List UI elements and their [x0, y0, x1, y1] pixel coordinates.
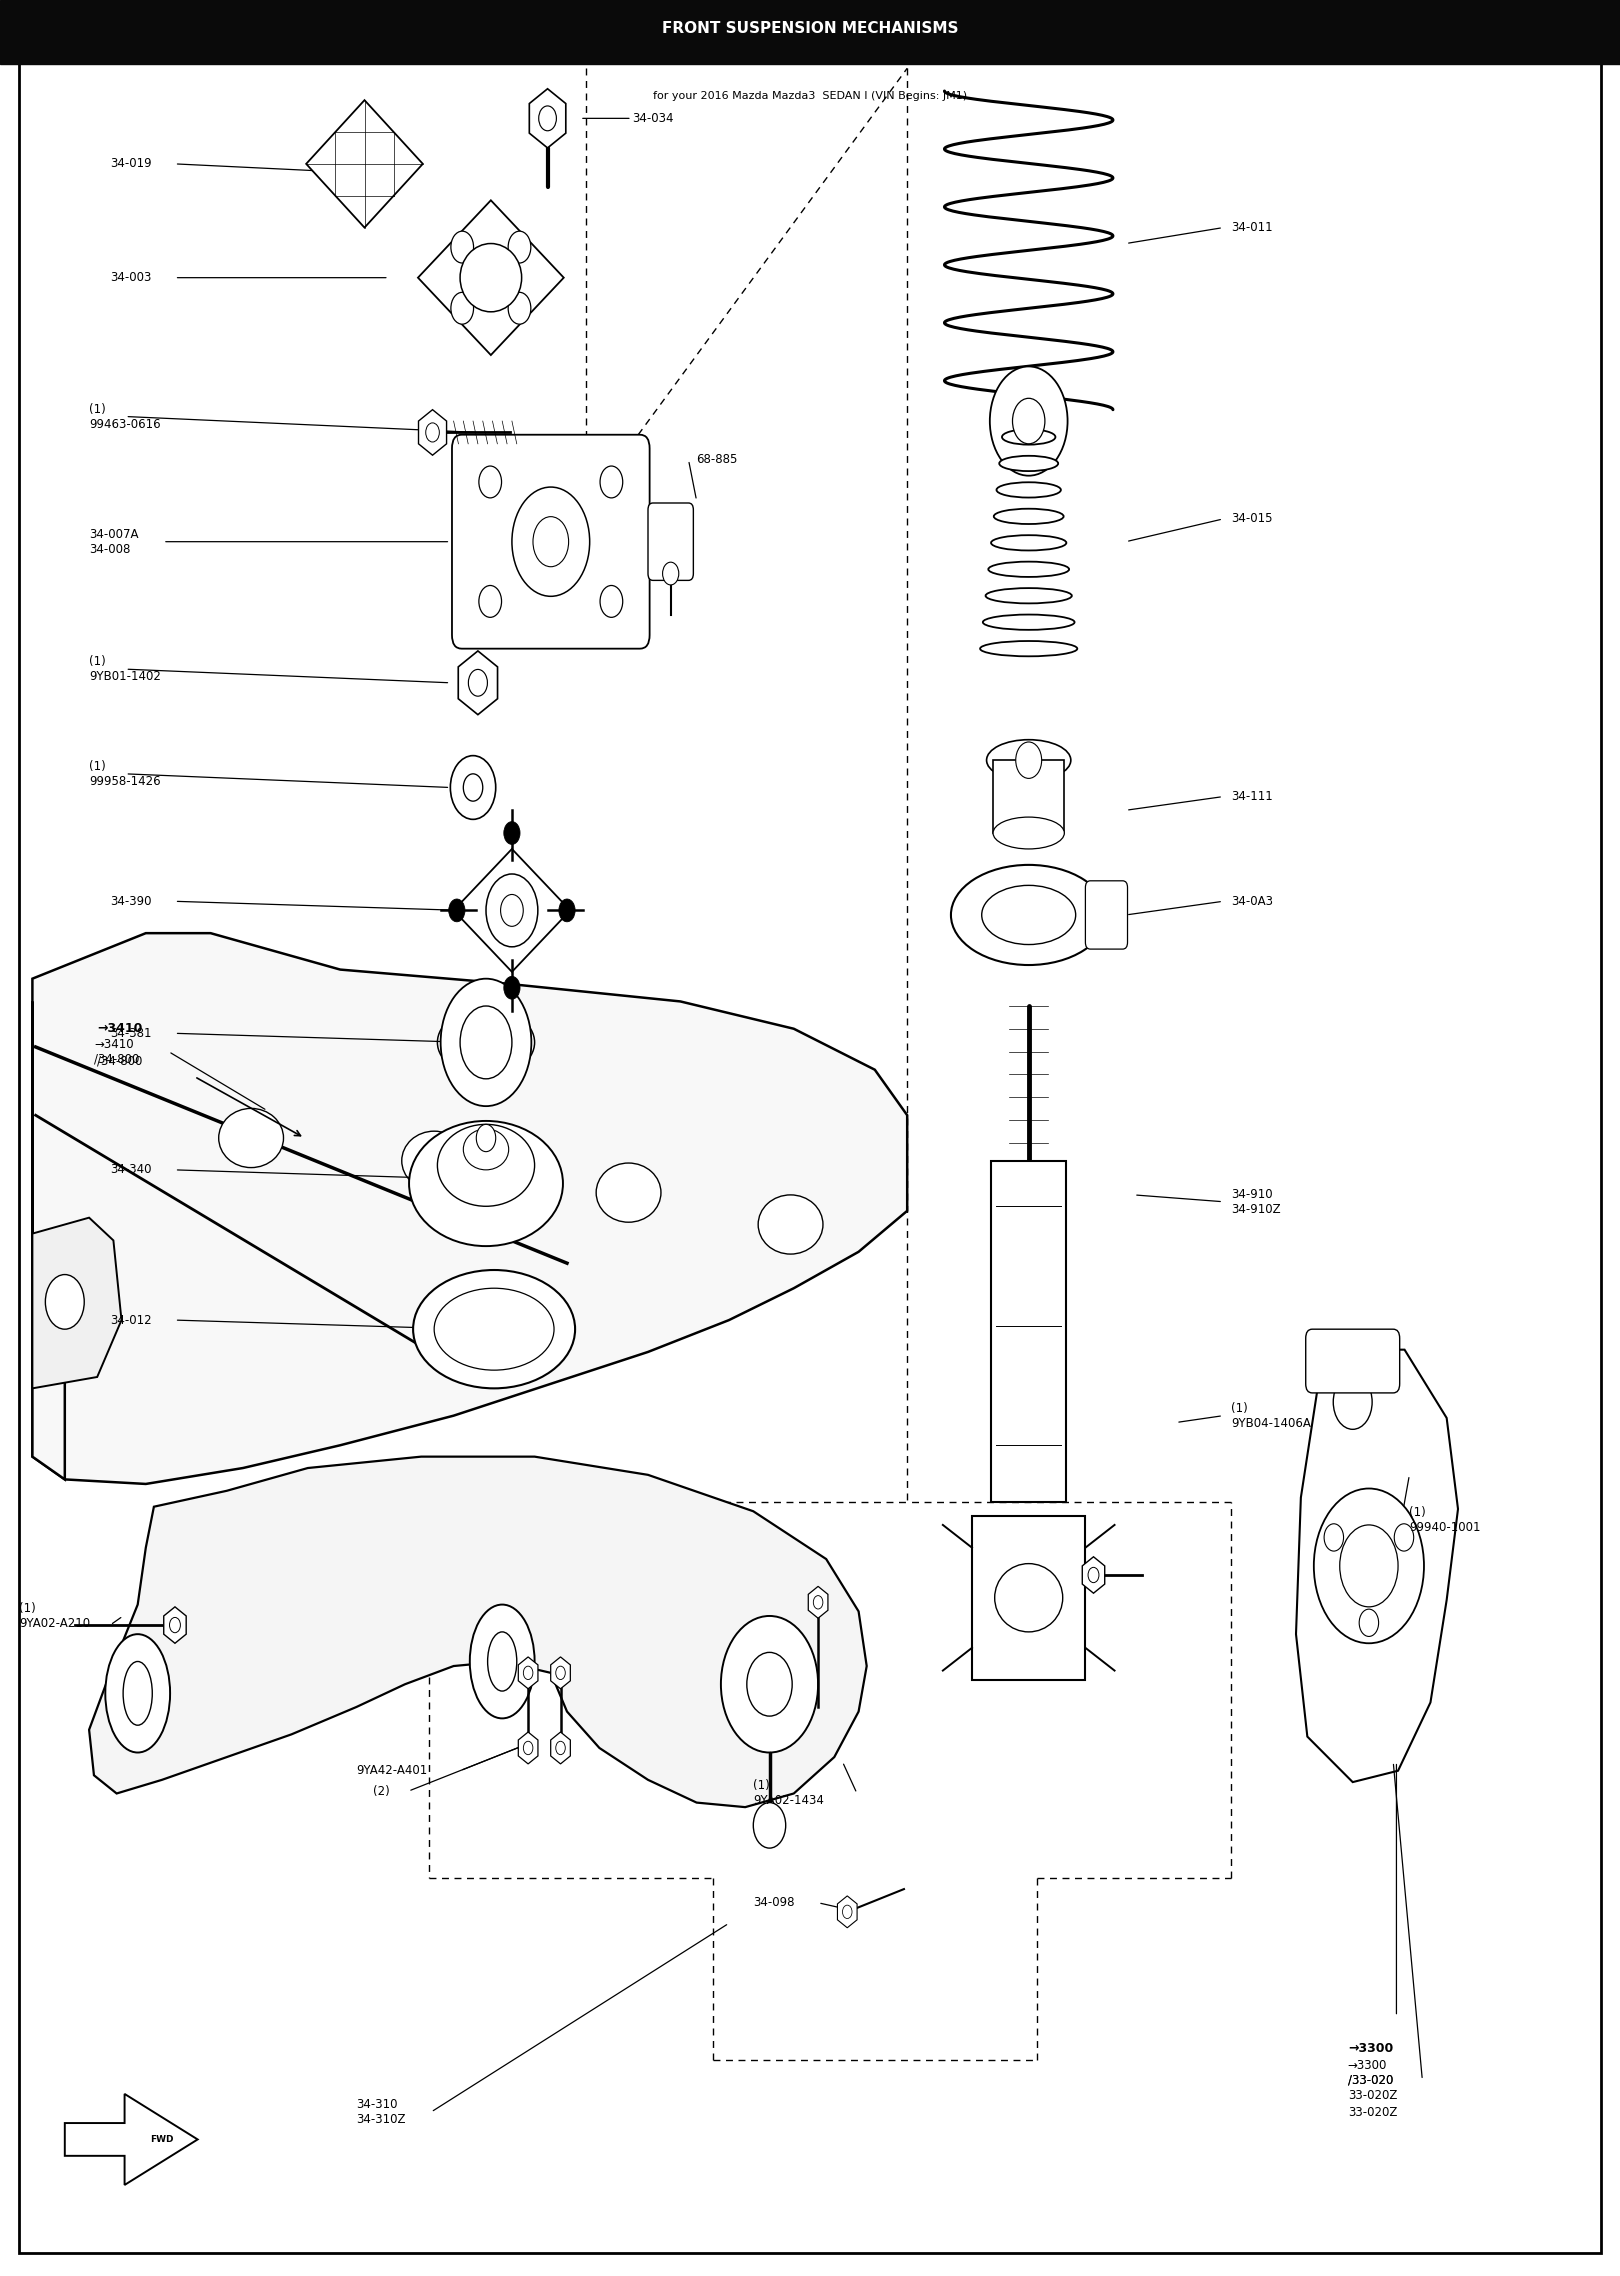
Text: (2): (2)	[373, 1784, 389, 1798]
Polygon shape	[418, 410, 447, 455]
Polygon shape	[551, 1657, 570, 1689]
Text: FRONT SUSPENSION MECHANISMS: FRONT SUSPENSION MECHANISMS	[661, 20, 959, 36]
Text: (1)
9YB01-1402: (1) 9YB01-1402	[89, 655, 160, 683]
Text: 34-0A3: 34-0A3	[1231, 894, 1273, 908]
Circle shape	[1340, 1525, 1398, 1607]
Ellipse shape	[988, 562, 1069, 576]
Ellipse shape	[996, 483, 1061, 498]
Polygon shape	[454, 849, 570, 972]
Ellipse shape	[434, 1288, 554, 1370]
Circle shape	[480, 585, 502, 617]
Ellipse shape	[219, 1108, 284, 1168]
Polygon shape	[518, 1657, 538, 1689]
Text: 34-098: 34-098	[753, 1896, 795, 1910]
Circle shape	[476, 1124, 496, 1152]
Polygon shape	[32, 1218, 122, 1388]
Polygon shape	[1296, 1350, 1458, 1782]
FancyBboxPatch shape	[1085, 881, 1128, 949]
Circle shape	[509, 232, 531, 264]
Bar	[993, 760, 1064, 833]
Circle shape	[512, 487, 590, 596]
Text: for your 2016 Mazda Mazda3  SEDAN I (VIN Begins: JM1): for your 2016 Mazda Mazda3 SEDAN I (VIN …	[653, 91, 967, 100]
Text: FWD: FWD	[151, 2135, 173, 2144]
Polygon shape	[65, 2094, 198, 2185]
Text: 34-007A
34-008: 34-007A 34-008	[89, 528, 139, 555]
Ellipse shape	[463, 1129, 509, 1170]
Text: →3410
/34-800: →3410 /34-800	[94, 1038, 139, 1065]
Ellipse shape	[758, 1195, 823, 1254]
Circle shape	[990, 366, 1068, 476]
Ellipse shape	[995, 1564, 1063, 1632]
Ellipse shape	[987, 740, 1071, 781]
Text: (1)
99463-0616: (1) 99463-0616	[89, 403, 160, 430]
Ellipse shape	[460, 244, 522, 312]
Circle shape	[747, 1652, 792, 1716]
Text: 34-390: 34-390	[110, 894, 152, 908]
Circle shape	[441, 979, 531, 1106]
Circle shape	[1333, 1375, 1372, 1429]
Text: 34-111: 34-111	[1231, 790, 1273, 803]
Circle shape	[539, 107, 556, 130]
Circle shape	[45, 1275, 84, 1329]
Polygon shape	[164, 1607, 186, 1643]
Ellipse shape	[437, 1124, 535, 1206]
Circle shape	[509, 291, 531, 323]
Circle shape	[556, 1741, 565, 1755]
Circle shape	[663, 562, 679, 585]
Bar	[972, 1516, 1085, 1680]
Ellipse shape	[1000, 455, 1058, 471]
Text: (1)
9YB04-1406A: (1) 9YB04-1406A	[1231, 1402, 1311, 1429]
Circle shape	[1324, 1525, 1343, 1552]
Text: 34-034: 34-034	[632, 112, 674, 125]
Circle shape	[599, 585, 622, 617]
Ellipse shape	[993, 817, 1064, 849]
Circle shape	[1314, 1489, 1424, 1643]
Ellipse shape	[470, 1605, 535, 1718]
Text: /34-800: /34-800	[97, 1054, 143, 1067]
Text: 68-885: 68-885	[697, 453, 739, 467]
Ellipse shape	[437, 1008, 535, 1077]
Circle shape	[721, 1616, 818, 1753]
FancyBboxPatch shape	[648, 503, 693, 580]
Polygon shape	[306, 100, 423, 228]
Ellipse shape	[983, 615, 1074, 630]
Circle shape	[480, 467, 502, 498]
Circle shape	[426, 423, 439, 442]
Text: 34-910
34-910Z: 34-910 34-910Z	[1231, 1188, 1281, 1215]
Text: (1)
99940-1001: (1) 99940-1001	[1409, 1507, 1481, 1534]
Text: 34-015: 34-015	[1231, 512, 1273, 526]
Ellipse shape	[105, 1634, 170, 1753]
Ellipse shape	[991, 535, 1066, 551]
Circle shape	[449, 899, 465, 922]
Ellipse shape	[985, 587, 1072, 603]
Circle shape	[523, 1741, 533, 1755]
Text: (1)
9YA02-1434: (1) 9YA02-1434	[753, 1780, 825, 1807]
Circle shape	[559, 899, 575, 922]
Circle shape	[1395, 1525, 1414, 1552]
Circle shape	[504, 976, 520, 999]
Ellipse shape	[596, 1163, 661, 1222]
Circle shape	[533, 517, 569, 567]
Polygon shape	[458, 651, 497, 715]
Text: /33-020: /33-020	[1348, 2073, 1393, 2087]
Circle shape	[1016, 742, 1042, 778]
Circle shape	[170, 1618, 180, 1632]
Ellipse shape	[993, 510, 1064, 523]
Text: 33-020Z: 33-020Z	[1348, 2105, 1396, 2119]
Text: 34-012: 34-012	[110, 1313, 152, 1327]
Polygon shape	[808, 1586, 828, 1618]
Ellipse shape	[980, 642, 1077, 655]
Circle shape	[504, 822, 520, 844]
Ellipse shape	[402, 1131, 467, 1190]
Circle shape	[1359, 1609, 1379, 1636]
Circle shape	[468, 669, 488, 696]
Ellipse shape	[982, 885, 1076, 945]
Circle shape	[486, 874, 538, 947]
Ellipse shape	[408, 1122, 564, 1247]
Bar	[0, 0, 1620, 64]
Polygon shape	[551, 1732, 570, 1764]
Text: 34-340: 34-340	[110, 1163, 152, 1177]
Circle shape	[523, 1666, 533, 1680]
Polygon shape	[32, 933, 907, 1484]
Circle shape	[842, 1905, 852, 1919]
